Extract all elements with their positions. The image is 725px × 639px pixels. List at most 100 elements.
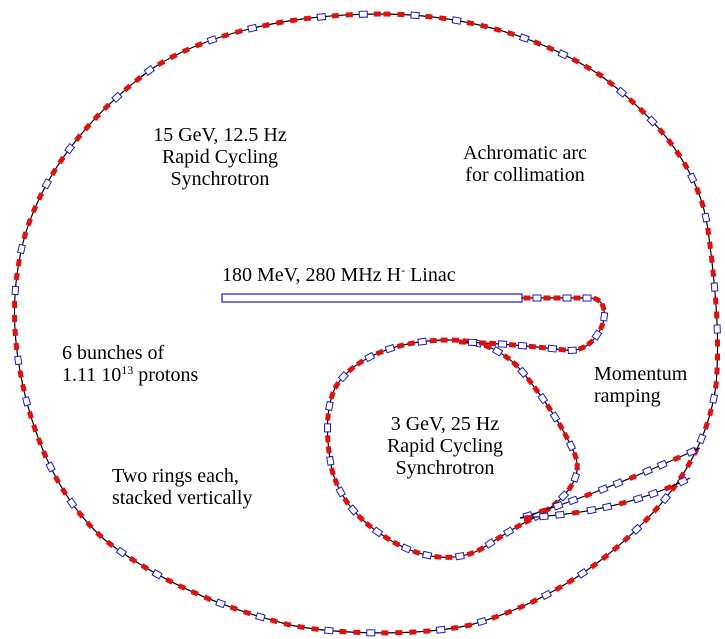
- dipole-magnet: [140, 563, 150, 572]
- quadrupole-magnet: [371, 526, 384, 538]
- quadrupole-magnet: [567, 495, 579, 506]
- quadrupole-magnet: [555, 510, 565, 519]
- dipole-magnet: [221, 32, 230, 39]
- dipole-magnet: [504, 608, 513, 616]
- dipole-magnet: [480, 22, 489, 30]
- dipole-magnet: [525, 376, 534, 386]
- quadrupole-magnet: [410, 11, 420, 20]
- dipole-magnet: [17, 370, 24, 379]
- dipole-magnet: [618, 499, 627, 507]
- dipole-magnet: [523, 295, 531, 301]
- dipole-magnet: [12, 300, 18, 308]
- dipole-magnet: [513, 522, 523, 531]
- dipole-magnet: [355, 358, 365, 367]
- dipole-magnet: [445, 554, 453, 560]
- dipole-magnet: [478, 340, 487, 346]
- quadrupole-magnet: [631, 523, 643, 535]
- dipole-magnet: [21, 231, 29, 240]
- dipole-magnet: [651, 504, 661, 514]
- dipole-magnet: [713, 381, 719, 389]
- quadrupole-magnet: [11, 285, 20, 296]
- dipole-magnet: [566, 577, 575, 585]
- dipole-magnet: [190, 589, 199, 597]
- dipole-magnet: [494, 533, 504, 542]
- quadrupole-magnet: [45, 461, 56, 473]
- dipole-magnet: [506, 30, 516, 38]
- quadrupole-magnet: [557, 490, 570, 502]
- quadrupole-magnet: [347, 504, 359, 516]
- linac-label-superscript: -: [401, 263, 406, 277]
- quadrupole-magnet: [151, 568, 163, 580]
- two-rings-label-line2: stacked vertically: [112, 487, 253, 509]
- quadrupole-magnet: [384, 343, 396, 354]
- quadrupole-magnet: [646, 115, 658, 127]
- dipole-magnet: [698, 200, 706, 209]
- dipole-magnet: [543, 295, 551, 301]
- quadrupole-magnet: [641, 466, 654, 476]
- dipole-magnet: [133, 74, 143, 84]
- dipole-magnet: [331, 12, 339, 19]
- quadrupole-magnet: [143, 64, 156, 77]
- dipole-magnet: [677, 471, 686, 481]
- quadrupole-magnet: [115, 546, 128, 558]
- achromatic-arc-label-line1: Achromatic arc: [463, 142, 587, 164]
- dipole-magnet: [589, 561, 599, 570]
- dipole-magnet: [83, 122, 92, 132]
- quadrupole-magnet: [502, 526, 515, 538]
- dipole-magnet: [554, 584, 563, 593]
- dipole-magnet: [464, 622, 473, 629]
- quadrupole-magnet: [612, 478, 624, 489]
- dipole-magnet: [488, 340, 497, 347]
- quadrupole-magnet: [600, 311, 609, 322]
- quadrupole-magnet: [602, 502, 613, 512]
- dipole-magnet: [577, 344, 587, 352]
- dipole-magnet: [364, 521, 374, 530]
- dipole-magnet: [328, 391, 336, 400]
- dipole-magnet: [466, 19, 475, 27]
- dipole-magnet: [574, 463, 580, 471]
- bunches-label: 6 bunches of 1.11 1013 protons: [62, 342, 198, 386]
- momentum-ramping-label-line1: Momentum: [594, 363, 688, 385]
- quadrupole-magnet: [22, 396, 32, 407]
- dipole-magnet: [95, 530, 104, 540]
- dipole-magnet: [396, 342, 405, 349]
- quadrupole-magnet: [467, 338, 478, 347]
- dipole-magnet: [707, 241, 713, 250]
- rcs-3gev-label-line2: Rapid Cycling: [386, 435, 504, 457]
- dipole-magnet: [702, 421, 710, 430]
- quadrupole-magnet: [696, 433, 707, 445]
- outer-ring-15gev: [11, 10, 721, 637]
- dipole-magnet: [13, 342, 20, 351]
- quadrupole-magnet: [537, 392, 549, 405]
- dipole-magnet: [598, 322, 606, 331]
- dipole-magnet: [681, 161, 690, 170]
- rcs-3gev-label: 3 GeV, 25 Hz Rapid Cycling Synchrotron: [370, 413, 520, 479]
- dipole-magnet: [74, 133, 83, 142]
- quadrupole-magnet: [421, 550, 433, 560]
- dipole-magnet: [611, 543, 621, 553]
- dipole-magnet: [311, 626, 319, 632]
- quadrupole-magnet: [491, 346, 504, 357]
- dipole-magnet: [395, 630, 403, 636]
- dipole-magnet: [538, 344, 547, 351]
- dipole-magnet: [707, 408, 714, 417]
- rcs-15gev-label: 15 GeV, 12.5 Hz Rapid Cycling Synchrotro…: [140, 124, 300, 190]
- dipole-magnet: [15, 258, 22, 267]
- dipole-magnet: [332, 477, 340, 487]
- quadrupole-magnet: [41, 178, 53, 190]
- dipole-magnet: [638, 106, 647, 116]
- dipole-magnet: [12, 314, 18, 322]
- dipole-magnet: [407, 340, 416, 347]
- dipole-magnet: [544, 403, 554, 412]
- quadrupole-magnet: [335, 486, 346, 498]
- quadrupole-magnet: [247, 23, 258, 33]
- linac-label-main: 180 MeV, 280 MHz H: [222, 264, 402, 286]
- quadrupole-magnet: [713, 324, 721, 334]
- dipole-magnet: [425, 13, 433, 20]
- quadrupole-magnet: [324, 626, 334, 635]
- dipole-magnet: [381, 630, 389, 636]
- dipole-magnet: [511, 360, 520, 369]
- dipole-magnet: [529, 597, 539, 605]
- dipole-magnet: [440, 337, 448, 343]
- dipole-magnet: [600, 552, 610, 562]
